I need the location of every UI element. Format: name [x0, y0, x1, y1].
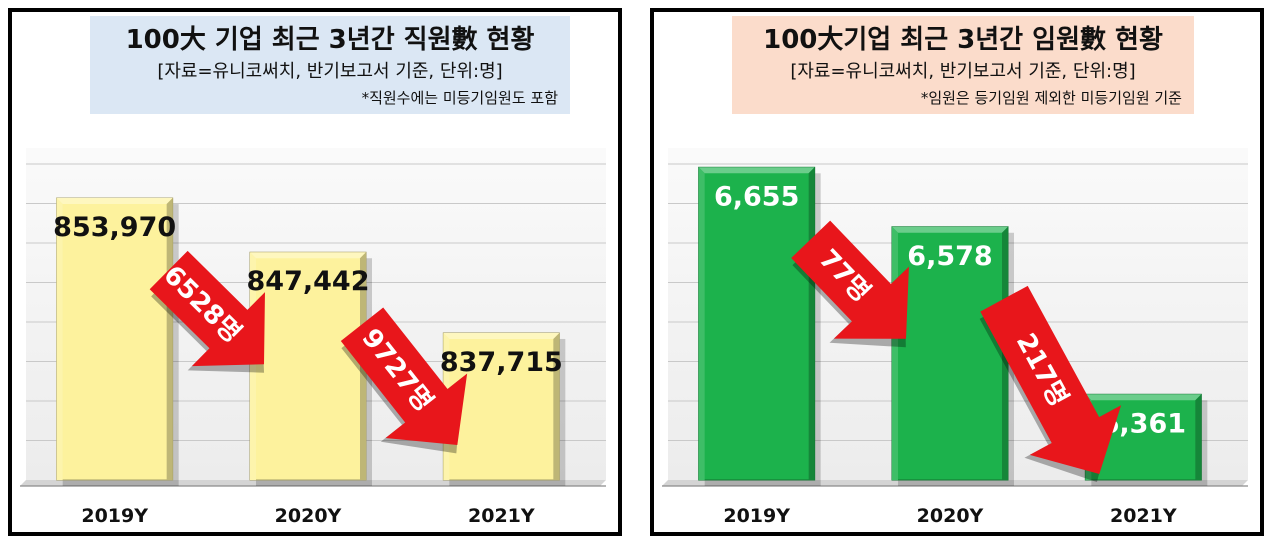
data-label: 837,715	[440, 347, 563, 378]
arrow-shape	[791, 220, 909, 339]
bar	[249, 251, 367, 481]
chart-title: 100大 기업 최근 3년간 직원數 현황	[125, 25, 535, 55]
tick-label: 2021Y	[468, 505, 535, 527]
bar-bevel-left	[698, 167, 705, 481]
chart-note: *임원은 등기임원 제외한 미등기임원 기준	[920, 89, 1182, 107]
bar-bevel-right	[1195, 394, 1202, 480]
chart-floor	[662, 480, 1248, 486]
data-label: 6,578	[907, 241, 992, 272]
chart-subtitle: [자료=유니코써치, 반기보고서 기준, 단위:명]	[790, 61, 1136, 82]
executive-chart-panel: 100大기업 최근 3년간 임원數 현황 [자료=유니코써치, 반기보고서 기준…	[650, 8, 1264, 536]
employee-chart-panel: 100大 기업 최근 3년간 직원數 현황 [자료=유니코써치, 반기보고서 기…	[8, 8, 622, 536]
arrow-shape	[340, 307, 468, 445]
bar-2020Y	[891, 226, 1014, 486]
chart-title: 100大기업 최근 3년간 임원數 현황	[763, 25, 1163, 55]
decline-arrow-2: 9727명	[340, 307, 468, 454]
bar-2019Y	[56, 197, 179, 486]
bar-2019Y	[698, 166, 821, 487]
executive-chart-header: 100大기업 최근 3년간 임원數 현황 [자료=유니코써치, 반기보고서 기준…	[732, 16, 1194, 114]
bar-bevel-top	[250, 252, 366, 259]
bar-bevel-top	[1085, 394, 1202, 401]
bar	[891, 226, 1009, 481]
tick-label: 2021Y	[1110, 505, 1177, 527]
bar-bevel-top	[56, 198, 173, 205]
arrow-shape	[149, 250, 265, 367]
bar	[698, 166, 816, 481]
employee-bar-chart: 853,9702019Y847,4422020Y837,7152021Y6528…	[20, 148, 606, 527]
chart-subtitle: [자료=유니코써치, 반기보고서 기준, 단위:명]	[157, 61, 503, 82]
data-label: 847,442	[247, 266, 370, 297]
bar-bevel-right	[553, 332, 560, 480]
tick-label: 2019Y	[81, 505, 148, 527]
data-label: 853,970	[53, 212, 176, 243]
tick-label: 2020Y	[917, 505, 984, 527]
chart-note: *직원수에는 미등기임원도 포함	[361, 89, 558, 107]
bar-bevel-top	[892, 226, 1008, 233]
bar-bevel-left	[56, 198, 63, 480]
tick-label: 2020Y	[275, 505, 342, 527]
tick-label: 2019Y	[723, 505, 790, 527]
chart-floor	[20, 480, 606, 486]
bar-bevel-right	[808, 167, 815, 481]
employee-chart-header: 100大 기업 최근 3년간 직원數 현황 [자료=유니코써치, 반기보고서 기…	[90, 16, 570, 114]
arrow-shape	[980, 285, 1122, 475]
bar	[56, 197, 174, 481]
bar-bevel-top	[443, 332, 560, 339]
bar-2020Y	[249, 251, 372, 486]
bar	[442, 332, 560, 481]
bar-bevel-left	[892, 226, 898, 480]
data-label: 6,655	[714, 181, 799, 212]
bar-bevel-top	[698, 167, 815, 174]
